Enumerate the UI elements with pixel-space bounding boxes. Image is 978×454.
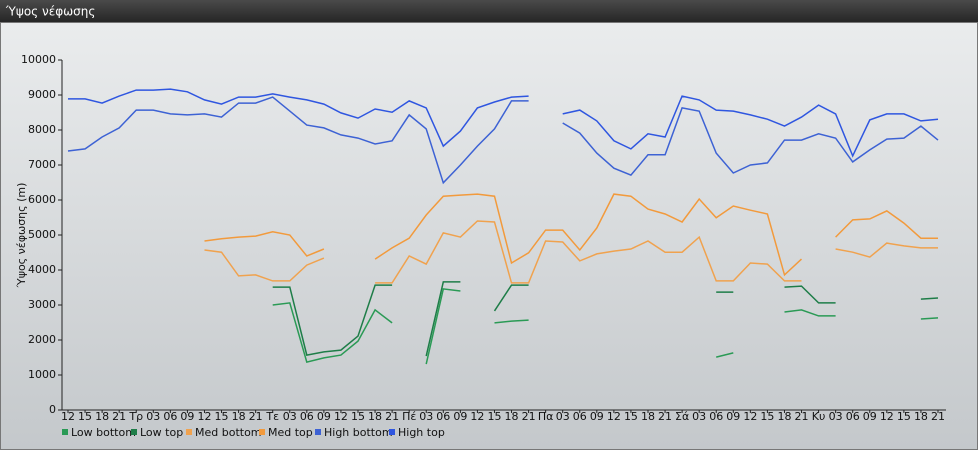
y-tick-label: 9000 (28, 88, 56, 101)
legend-swatch (131, 429, 137, 435)
x-tick-label: Κυ (812, 410, 826, 423)
y-tick-label: 1000 (28, 368, 56, 381)
x-tick-label: 18 (914, 410, 928, 423)
legend-swatch (62, 429, 68, 435)
x-tick-label: 15 (351, 410, 365, 423)
legend-label: Low bottom (71, 426, 136, 439)
x-tick-label: 03 (419, 410, 433, 423)
x-tick-label: 09 (590, 410, 604, 423)
legend-swatch (186, 429, 192, 435)
series-line (204, 220, 938, 284)
x-tick-label: 06 (709, 410, 723, 423)
legend-swatch (315, 429, 321, 435)
legend-label: Med bottom (195, 426, 262, 439)
x-tick-label: 12 (197, 410, 211, 423)
x-tick-label: 18 (232, 410, 246, 423)
x-tick-label: 09 (726, 410, 740, 423)
x-tick-label: 12 (470, 410, 484, 423)
x-tick-label: 21 (112, 410, 126, 423)
x-tick-label: 12 (607, 410, 621, 423)
y-tick-label: 6000 (28, 193, 56, 206)
x-tick-label: 12 (880, 410, 894, 423)
x-tick-label: Τρ (128, 410, 143, 423)
y-tick-label: 5000 (28, 228, 56, 241)
y-tick-label: 3000 (28, 298, 56, 311)
x-tick-label: Πέ (402, 410, 416, 423)
x-tick-label: 09 (863, 410, 877, 423)
x-tick-label: 03 (283, 410, 297, 423)
x-tick-label: 12 (61, 410, 75, 423)
x-tick-label: 15 (624, 410, 638, 423)
x-tick-label: 21 (385, 410, 399, 423)
legend-label: Med top (268, 426, 313, 439)
y-tick-label: 0 (49, 403, 56, 416)
series-line (68, 88, 939, 158)
y-tick-label: 10000 (21, 53, 56, 66)
x-tick-label: 09 (317, 410, 331, 423)
x-tick-label: Τε (265, 410, 279, 423)
series-line (67, 96, 939, 185)
x-tick-label: 06 (573, 410, 587, 423)
x-tick-label: 06 (436, 410, 450, 423)
series-line (204, 193, 938, 277)
x-tick-label: 06 (846, 410, 860, 423)
legend-label: Low top (140, 426, 183, 439)
x-tick-label: 15 (215, 410, 229, 423)
x-tick-label: 18 (368, 410, 382, 423)
x-tick-label: 21 (658, 410, 672, 423)
legend-swatch (389, 429, 395, 435)
x-tick-label: 15 (78, 410, 92, 423)
title-bar (0, 0, 978, 22)
x-tick-label: 03 (556, 410, 570, 423)
x-tick-label: 06 (300, 410, 314, 423)
x-tick-label: Πα (538, 410, 554, 423)
legend-label: High bottom (324, 426, 393, 439)
x-tick-label: 03 (692, 410, 706, 423)
x-tick-label: 15 (760, 410, 774, 423)
y-axis-label: Ύψος νέφωσης (m) (15, 183, 28, 289)
x-tick-label: 12 (334, 410, 348, 423)
x-tick-label: 18 (95, 410, 109, 423)
x-tick-label: 21 (522, 410, 536, 423)
x-tick-label: 18 (505, 410, 519, 423)
series-line (272, 281, 939, 357)
y-tick-label: 2000 (28, 333, 56, 346)
y-tick-label: 4000 (28, 263, 56, 276)
x-tick-label: 03 (146, 410, 160, 423)
x-tick-label: 21 (931, 410, 945, 423)
x-tick-label: 21 (795, 410, 809, 423)
x-tick-label: 12 (743, 410, 757, 423)
y-tick-label: 8000 (28, 123, 56, 136)
x-tick-label: Σά (675, 410, 689, 423)
x-tick-label: 18 (641, 410, 655, 423)
x-tick-label: 06 (163, 410, 177, 423)
legend-swatch (259, 429, 265, 435)
y-tick-label: 7000 (28, 158, 56, 171)
x-tick-label: 15 (487, 410, 501, 423)
chart-title: Ύψος νέφωσης (5, 5, 95, 19)
x-tick-label: 03 (829, 410, 843, 423)
series-line (272, 288, 939, 365)
x-tick-label: 18 (777, 410, 791, 423)
x-tick-label: 09 (453, 410, 467, 423)
legend-label: High top (398, 426, 445, 439)
x-tick-label: 15 (897, 410, 911, 423)
x-tick-label: 09 (180, 410, 194, 423)
x-tick-label: 21 (249, 410, 263, 423)
